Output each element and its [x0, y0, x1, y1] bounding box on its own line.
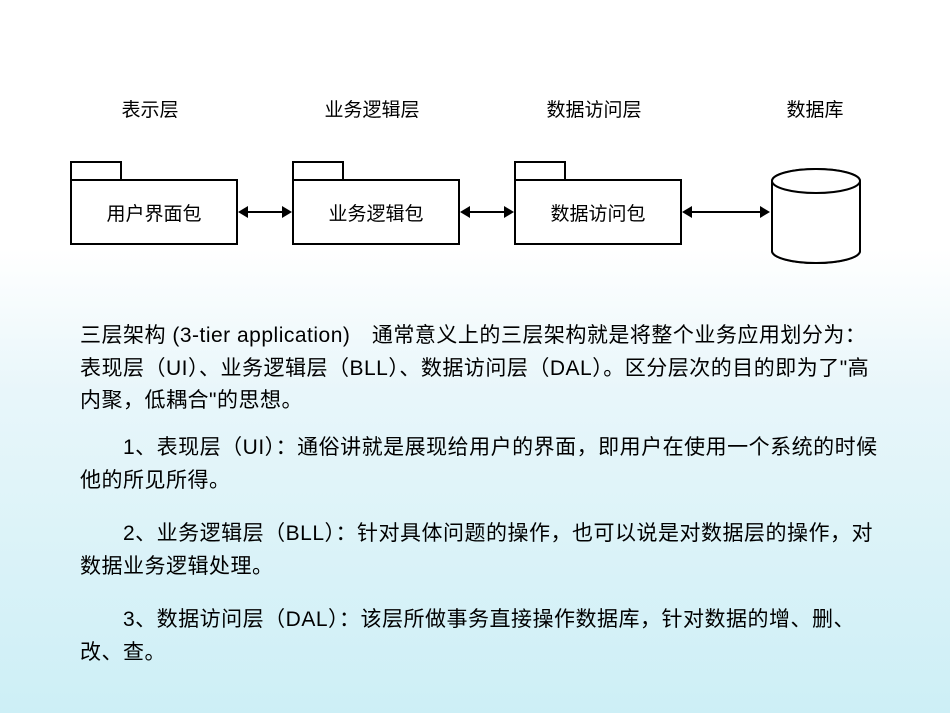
arrow-head-left-2: [460, 206, 470, 218]
box-bll-package: 业务逻辑包: [292, 179, 460, 245]
arrow-head-left-3: [682, 206, 692, 218]
arrow-bll-dal: [470, 211, 504, 213]
header-dal: 数据访问层: [514, 95, 674, 122]
header-presentation: 表示层: [70, 95, 230, 122]
box-ui-label: 用户界面包: [106, 199, 201, 226]
folder-tab-bll: [292, 161, 344, 181]
header-bll: 业务逻辑层: [292, 95, 452, 122]
arrow-head-right-2: [504, 206, 514, 218]
box-ui-package: 用户界面包: [70, 179, 238, 245]
box-dal-package: 数据访问包: [514, 179, 682, 245]
paragraph-bll: 2、业务逻辑层（BLL）：针对具体问题的操作，也可以说是对数据层的操作，对数据业…: [80, 518, 880, 583]
arrow-dal-db: [692, 211, 760, 213]
box-dal-label: 数据访问包: [550, 199, 645, 226]
paragraph-ui: 1、表现层（UI）：通俗讲就是展现给用户的界面，即用户在使用一个系统的时候他的所…: [80, 432, 880, 497]
architecture-diagram: 表示层 用户界面包 业务逻辑层 业务逻辑包 数据访问层 数据访问包 数据库: [70, 95, 920, 285]
header-db: 数据库: [750, 95, 880, 122]
folder-tab-ui: [70, 161, 122, 181]
arrow-ui-bll: [248, 211, 282, 213]
arrow-head-left-1: [238, 206, 248, 218]
arrow-head-right-3: [760, 206, 770, 218]
arrow-head-right-1: [282, 206, 292, 218]
box-bll-label: 业务逻辑包: [328, 199, 423, 226]
paragraph-dal: 3、数据访问层（DAL）：该层所做事务直接操作数据库，针对数据的增、删、改、查。: [80, 604, 880, 669]
paragraph-intro: 三层架构 (3-tier application) 通常意义上的三层架构就是将整…: [80, 320, 880, 418]
folder-tab-dal: [514, 161, 566, 181]
database-icon: [770, 167, 862, 265]
